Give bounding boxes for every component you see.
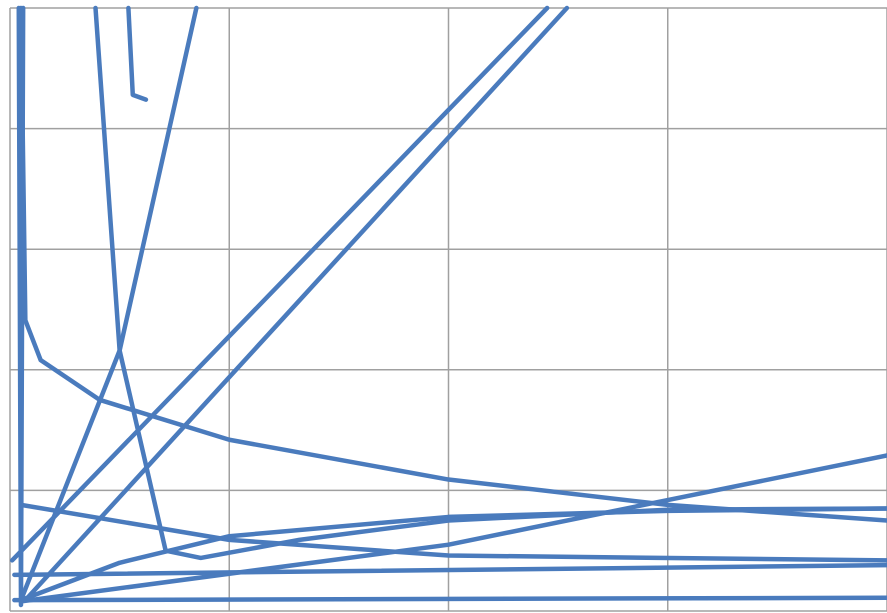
curve xyxy=(18,5,887,523)
curve xyxy=(18,506,887,603)
curve xyxy=(16,5,26,608)
curve xyxy=(126,5,149,102)
curve xyxy=(23,5,570,603)
curve xyxy=(12,562,887,578)
curve xyxy=(12,595,887,603)
curve xyxy=(18,5,199,603)
curve xyxy=(18,502,887,563)
curve xyxy=(9,5,550,563)
